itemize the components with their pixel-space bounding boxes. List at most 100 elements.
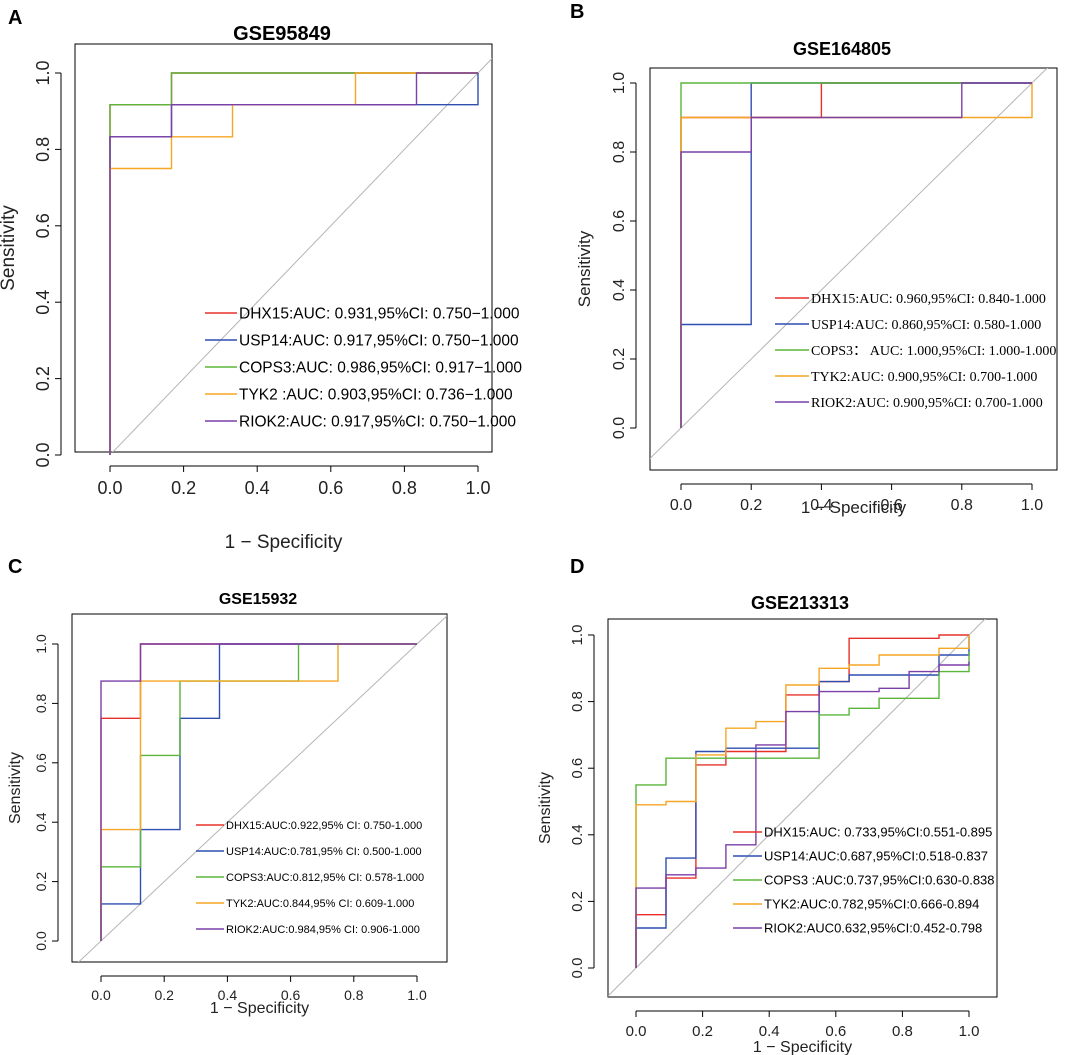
legend-label-usp14: USP14:AUC:0.781,95% CI: 0.500-1.000 bbox=[226, 846, 422, 858]
x-tick-label: 0.6 bbox=[318, 478, 343, 498]
x-tick-label: 0.8 bbox=[392, 478, 417, 498]
x-tick-label: 0.0 bbox=[91, 987, 111, 1003]
plot-frame bbox=[71, 613, 448, 963]
x-tick-label: 0.4 bbox=[759, 1023, 780, 1040]
y-tick-label: 0.8 bbox=[611, 141, 628, 163]
x-tick-label: 0.6 bbox=[880, 497, 902, 514]
x-tick-label: 1.0 bbox=[407, 987, 427, 1003]
y-tick-label: 0.8 bbox=[33, 693, 49, 713]
x-tick-label: 0.2 bbox=[692, 1023, 713, 1040]
legend-label-riok2: RIOK2:AUC: 0.917,95%CI: 0.750−1.000 bbox=[239, 413, 516, 430]
y-axis-label: Sensitivity bbox=[7, 752, 24, 824]
roc-panel-b: B GSE164805 0.0 0.2 0.4 0.6 0.8 1.0 0.0 0.2 0.4 0.6… bbox=[570, 1, 1058, 517]
x-tick-label: 0.2 bbox=[740, 497, 762, 514]
x-tick-label: 0.2 bbox=[154, 987, 174, 1003]
x-tick-label: 0.8 bbox=[892, 1023, 913, 1040]
y-tick-label: 0.6 bbox=[33, 753, 49, 773]
y-tick-label: 0.0 bbox=[33, 442, 53, 467]
legend-label-riok2: RIOK2:AUC: 0.900,95%CI: 0.700-1.000 bbox=[811, 396, 1043, 411]
x-tick-label: 1.0 bbox=[959, 1023, 980, 1040]
x-tick-label: 1.0 bbox=[1021, 497, 1043, 514]
panel-letter: B bbox=[570, 1, 584, 23]
y-tick-label: 0.6 bbox=[33, 213, 53, 238]
y-tick-label: 1.0 bbox=[611, 72, 628, 94]
reference-diagonal bbox=[608, 619, 986, 997]
legend-label-dhx15: DHX15:AUC: 0.733,95%CI:0.551-0.895 bbox=[764, 825, 992, 840]
y-tick-label: 0.4 bbox=[33, 812, 49, 832]
roc-curve-tyk2 bbox=[635, 635, 970, 968]
x-tick-label: 0.0 bbox=[670, 497, 692, 514]
legend-label-usp14: USP14:AUC: 0.917,95%CI: 0.750−1.000 bbox=[239, 332, 519, 349]
legend-label-tyk2: TYK2:AUC: 0.900,95%CI: 0.700-1.000 bbox=[811, 370, 1037, 385]
x-axis-label: 1 − Specificity bbox=[225, 532, 343, 553]
y-tick-label: 1.0 bbox=[33, 634, 49, 654]
y-tick-label: 0.8 bbox=[33, 137, 53, 162]
x-tick-label: 0.0 bbox=[626, 1023, 647, 1040]
legend-label-tyk2: TYK2:AUC:0.782,95%CI:0.666-0.894 bbox=[764, 897, 979, 912]
y-axis-label: Sensitivity bbox=[575, 230, 594, 307]
x-tick-label: 0.2 bbox=[171, 478, 196, 498]
x-tick-label: 0.8 bbox=[951, 497, 973, 514]
reference-diagonal bbox=[650, 68, 1048, 460]
roc-curve-riok2 bbox=[680, 82, 1032, 428]
x-tick-label: 0.8 bbox=[344, 987, 364, 1003]
y-tick-label: 0.6 bbox=[611, 210, 628, 232]
roc-curve-cops3 bbox=[100, 643, 417, 941]
y-axis-label: Sensitivity bbox=[537, 772, 554, 844]
roc-curve-riok2 bbox=[100, 643, 417, 941]
legend-label-cops3: COPS3:AUC:0.812,95% CI: 0.578-1.000 bbox=[226, 872, 424, 884]
x-tick-label: 0.6 bbox=[825, 1023, 846, 1040]
legend-label-usp14: USP14:AUC:0.687,95%CI:0.518-0.837 bbox=[764, 849, 988, 864]
x-tick-label: 0.4 bbox=[245, 478, 270, 498]
roc-curve-tyk2 bbox=[109, 72, 478, 455]
y-tick-label: 0.0 bbox=[33, 931, 49, 951]
legend-label-dhx15: DHX15:AUC: 0.931,95%CI: 0.750−1.000 bbox=[239, 305, 520, 322]
panel-letter: C bbox=[8, 556, 22, 578]
y-tick-label: 0.2 bbox=[569, 891, 586, 912]
panel-letter: A bbox=[8, 7, 22, 29]
y-tick-label: 0.2 bbox=[33, 366, 53, 391]
roc-curve-riok2 bbox=[109, 72, 478, 455]
x-tick-label: 1.0 bbox=[465, 478, 490, 498]
legend-label-dhx15: DHX15:AUC:0.922,95% CI: 0.750-1.000 bbox=[226, 820, 422, 832]
legend-label-tyk2: TYK2:AUC:0.844,95% CI: 0.609-1.000 bbox=[226, 898, 414, 910]
roc-curve-usp14 bbox=[100, 643, 417, 941]
y-tick-label: 0.4 bbox=[611, 279, 628, 301]
x-tick-label: 0.4 bbox=[218, 987, 238, 1003]
plot-frame bbox=[607, 618, 998, 998]
x-tick-label: 0.4 bbox=[810, 497, 832, 514]
y-tick-label: 0.6 bbox=[569, 758, 586, 779]
legend-label-usp14: USP14:AUC: 0.860,95%CI: 0.580-1.000 bbox=[811, 318, 1041, 333]
y-tick-label: 1.0 bbox=[33, 60, 53, 85]
plot-frame bbox=[649, 67, 1058, 471]
y-tick-label: 0.4 bbox=[33, 290, 53, 315]
y-tick-label: 0.0 bbox=[569, 958, 586, 979]
roc-panel-c: C GSE15932 0.0 0.2 0.4 0.6 0.8 1.0 0.0 0.2 0.4 0.6 0… bbox=[7, 556, 448, 1017]
legend-label-dhx15: DHX15:AUC: 0.960,95%CI: 0.840-1.000 bbox=[811, 292, 1046, 307]
roc-panel-d: D GSE213313 0.0 0.2 0.4 0.6 0.8 1.0 0.0 0.2 0.4 0.6… bbox=[537, 556, 998, 1055]
roc-curve-cops3 bbox=[635, 651, 970, 968]
reference-diagonal bbox=[112, 57, 492, 452]
roc-panel-a: A GSE95849 0.0 0.2 0.4 0.6 0.8 1.0 0.0 0.2 0.4 0.6 0… bbox=[0, 7, 522, 553]
legend-label-riok2: RIOK2:AUC:0.984,95% CI: 0.906-1.000 bbox=[226, 924, 420, 936]
legend-label-tyk2: TYK2 :AUC: 0.903,95%CI: 0.736−1.000 bbox=[239, 386, 513, 403]
y-axis-label: Sensitivity bbox=[0, 205, 19, 291]
x-axis-label: 1 − Specificity bbox=[210, 1000, 309, 1017]
y-tick-label: 0.0 bbox=[611, 417, 628, 439]
y-tick-label: 1.0 bbox=[569, 625, 586, 646]
y-tick-label: 0.8 bbox=[569, 691, 586, 712]
legend-label-cops3: COPS3 :AUC:0.737,95%CI:0.630-0.838 bbox=[764, 873, 995, 888]
y-tick-label: 0.2 bbox=[33, 872, 49, 892]
y-tick-label: 0.2 bbox=[611, 348, 628, 370]
x-axis-label: 1 − Specificity bbox=[753, 1039, 852, 1055]
chart-title: GSE164805 bbox=[793, 39, 891, 59]
reference-diagonal bbox=[77, 615, 447, 962]
panel-letter: D bbox=[570, 556, 584, 578]
chart-title: GSE15932 bbox=[219, 591, 297, 608]
chart-title: GSE213313 bbox=[751, 593, 849, 613]
x-tick-label: 0.6 bbox=[281, 987, 301, 1003]
chart-title: GSE95849 bbox=[233, 23, 331, 45]
x-axis-label: 1 − Specificity bbox=[801, 498, 907, 517]
x-tick-label: 0.0 bbox=[97, 478, 122, 498]
